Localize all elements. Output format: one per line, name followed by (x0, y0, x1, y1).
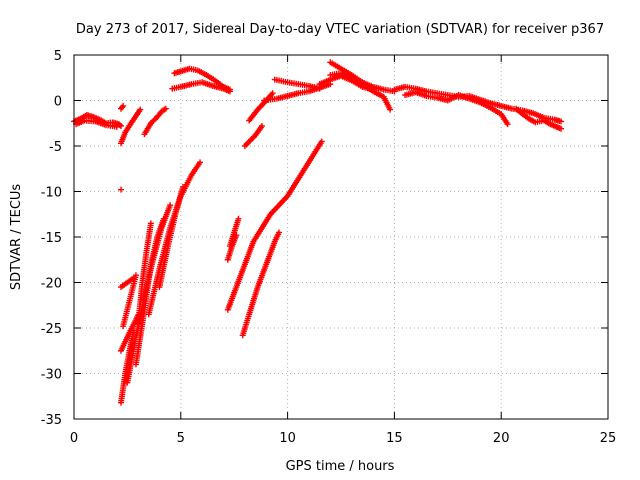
y-tick-label: 5 (54, 49, 62, 64)
data-point (162, 105, 169, 112)
data-point (113, 123, 120, 130)
y-tick-label: -5 (49, 140, 62, 155)
x-tick-label: 10 (279, 431, 296, 446)
data-point (318, 138, 325, 145)
data-point (233, 232, 240, 239)
x-axis-label: GPS time / hours (286, 459, 395, 474)
chart-title: Day 273 of 2017, Sidereal Day-to-day VTE… (76, 22, 604, 37)
data-point (147, 220, 154, 227)
data-point (370, 86, 377, 93)
data-point (235, 215, 242, 222)
data-points (71, 59, 565, 406)
data-point (558, 125, 565, 132)
x-tick-label: 20 (493, 431, 510, 446)
tick-labels: 0 5 10 15 20 25 5 0 -5 -10 -15 -20 -25 -30 -35 (41, 49, 617, 446)
data-point (132, 272, 139, 279)
data-point (276, 229, 283, 236)
data-point (197, 159, 204, 166)
axis-ticks (73, 54, 609, 420)
data-point (160, 215, 167, 222)
data-point (120, 102, 127, 109)
data-point (504, 121, 511, 128)
data-point (558, 118, 565, 125)
y-tick-label: -25 (41, 322, 62, 337)
x-tick-label: 0 (70, 431, 78, 446)
data-point (269, 90, 276, 97)
data-point (137, 106, 144, 113)
y-tick-label: 0 (54, 95, 62, 110)
y-tick-label: -10 (41, 186, 62, 201)
data-point (167, 202, 174, 209)
x-tick-label: 5 (177, 431, 185, 446)
data-point (117, 122, 124, 129)
y-tick-label: -35 (41, 413, 62, 428)
y-tick-label: -30 (41, 368, 62, 383)
x-tick-label: 25 (600, 431, 617, 446)
y-tick-label: -20 (41, 277, 62, 292)
y-axis-label: SDTVAR / TECUs (9, 184, 24, 291)
data-point (117, 186, 124, 193)
data-point (258, 122, 265, 129)
data-point (387, 106, 394, 113)
data-point (119, 104, 126, 111)
y-tick-label: -15 (41, 231, 62, 246)
data-point (179, 183, 186, 190)
data-point (226, 86, 233, 93)
data-point (116, 122, 123, 129)
x-tick-label: 15 (386, 431, 403, 446)
